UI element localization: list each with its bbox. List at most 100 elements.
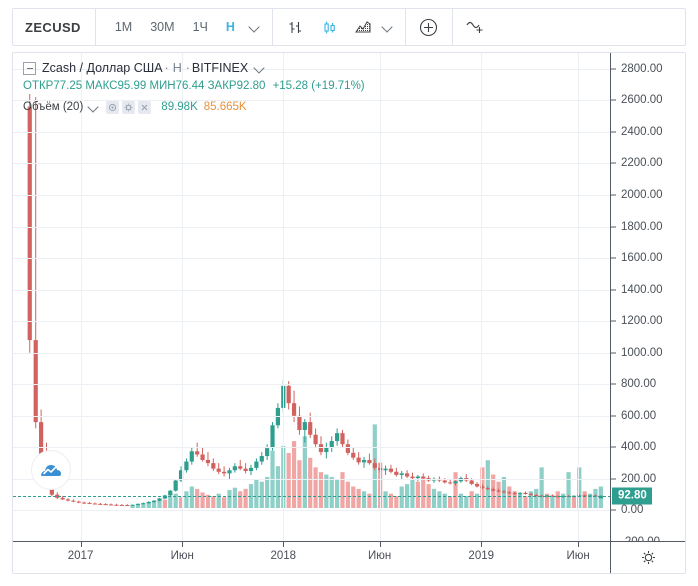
chart-frame: Zcash / Доллар США · Н · BITFINEX ОТКР77… xyxy=(12,52,686,574)
eye-icon[interactable] xyxy=(106,100,120,114)
volume-bar xyxy=(184,491,189,508)
chart-toolbar: ZECUSD 1М 30М 1Ч Н xyxy=(12,8,686,46)
volume-bar xyxy=(297,460,302,508)
candle-body xyxy=(205,459,211,464)
add-indicator-icon[interactable] xyxy=(463,16,489,38)
candle-body xyxy=(582,495,587,497)
candle-body xyxy=(518,492,523,494)
candle-body xyxy=(474,483,480,487)
volume-bar xyxy=(130,505,135,508)
area-chart-icon[interactable] xyxy=(351,16,377,38)
price-axis[interactable]: 2800.00 2600.00 2400.00 2200.00 2000.00 1800.… xyxy=(610,53,685,548)
gridline-horizontal xyxy=(13,258,611,259)
volume-bar xyxy=(265,476,270,508)
candle-body xyxy=(340,433,345,445)
volume-bar xyxy=(200,492,205,508)
volume-title[interactable]: Объём (20) xyxy=(23,100,84,113)
legend-volume-row: Объём (20) 89.98K 85.665K xyxy=(23,99,365,116)
price-axis-label: 2400.00 xyxy=(621,125,663,138)
candle-body xyxy=(361,459,367,463)
price-axis-label: 1400.00 xyxy=(621,283,663,296)
tradingview-logo-icon xyxy=(31,450,71,491)
candle-body xyxy=(291,403,297,416)
current-price-line xyxy=(13,495,611,497)
candle-body xyxy=(114,504,119,506)
price-axis-label: 0.00 xyxy=(621,504,644,517)
candle-body xyxy=(152,500,157,502)
volume-bar xyxy=(318,472,324,508)
timeframe-4[interactable]: Н xyxy=(225,20,235,34)
symbol-label[interactable]: ZECUSD xyxy=(25,19,81,35)
time-axis-tick xyxy=(380,542,381,547)
volume-bar xyxy=(550,496,555,508)
chart-type-chevron-down-icon[interactable] xyxy=(381,20,395,34)
gridline-horizontal xyxy=(13,69,611,70)
candle-body xyxy=(119,504,124,506)
candle-body xyxy=(308,422,313,435)
volume-bar xyxy=(308,457,313,508)
volume-bar xyxy=(243,488,248,508)
volume-bar xyxy=(539,467,544,508)
volume-bar xyxy=(410,479,415,508)
time-axis[interactable]: 2017 Июн 2018 Июн 2019 Июн xyxy=(13,541,611,573)
close-icon[interactable] xyxy=(138,100,152,114)
candlestick-icon[interactable] xyxy=(317,16,343,38)
price-axis-label: 1200.00 xyxy=(621,315,663,328)
change-value: +15.28 (+19.71%) xyxy=(272,80,365,93)
candle-body xyxy=(480,486,485,489)
timeframe-1[interactable]: 1М xyxy=(114,20,133,34)
candle-body xyxy=(178,470,184,481)
candle-body xyxy=(356,457,361,463)
candle-body xyxy=(598,495,603,499)
gridline-vertical xyxy=(481,53,482,542)
candle-body xyxy=(286,385,291,404)
volume-bar xyxy=(593,488,598,508)
gridline-vertical xyxy=(578,53,579,542)
volume-bar xyxy=(361,491,367,508)
price-axis-label: 800.00 xyxy=(621,378,657,391)
volume-bar xyxy=(157,498,162,508)
timeframe-chevron-down-icon[interactable] xyxy=(248,20,262,34)
volume-bar xyxy=(555,491,560,508)
volume-bar xyxy=(329,476,334,508)
candle-body xyxy=(534,494,539,496)
price-axis-label: 400.00 xyxy=(621,441,657,454)
volume-bar xyxy=(324,474,329,508)
gridline-horizontal xyxy=(13,227,611,228)
candle-body xyxy=(39,422,44,460)
gridline-horizontal xyxy=(13,163,611,164)
volume-bar xyxy=(577,467,582,508)
price-axis-tick xyxy=(611,415,616,417)
chart-settings-button[interactable] xyxy=(610,541,685,573)
gear-icon[interactable] xyxy=(122,100,136,114)
volume-bar xyxy=(566,472,571,508)
legend-chevron-down-icon[interactable] xyxy=(253,61,267,75)
volume-bar xyxy=(168,496,173,508)
timeframe-2[interactable]: 30М xyxy=(150,20,175,34)
volume-bar xyxy=(399,486,404,508)
volume-bar xyxy=(211,496,216,508)
timeframe-3[interactable]: 1Ч xyxy=(192,20,208,34)
plus-circle-icon[interactable] xyxy=(416,16,442,38)
collapse-minus-icon[interactable] xyxy=(23,61,36,75)
candle-body xyxy=(383,468,388,471)
volume-bar xyxy=(534,488,539,508)
candle-body xyxy=(65,499,71,501)
bar-chart-icon[interactable] xyxy=(283,16,309,38)
candle-body xyxy=(453,481,458,484)
candle-body xyxy=(367,459,372,464)
volume-bar xyxy=(291,441,297,508)
volume-chevron-down-icon[interactable] xyxy=(87,100,101,114)
chart-plot-area[interactable] xyxy=(13,53,611,542)
candle-body xyxy=(98,503,103,505)
candle-body xyxy=(485,488,490,490)
candle-body xyxy=(372,463,377,468)
candle-body xyxy=(200,454,205,460)
volume-bar xyxy=(205,494,211,508)
candle-body xyxy=(421,476,426,479)
price-axis-label: 600.00 xyxy=(621,409,657,422)
legend-symbol-name[interactable]: Zcash / Доллар США xyxy=(42,61,163,75)
volume-bar xyxy=(512,491,517,508)
candle-body xyxy=(130,504,135,506)
price-axis-label: 1000.00 xyxy=(621,346,663,359)
